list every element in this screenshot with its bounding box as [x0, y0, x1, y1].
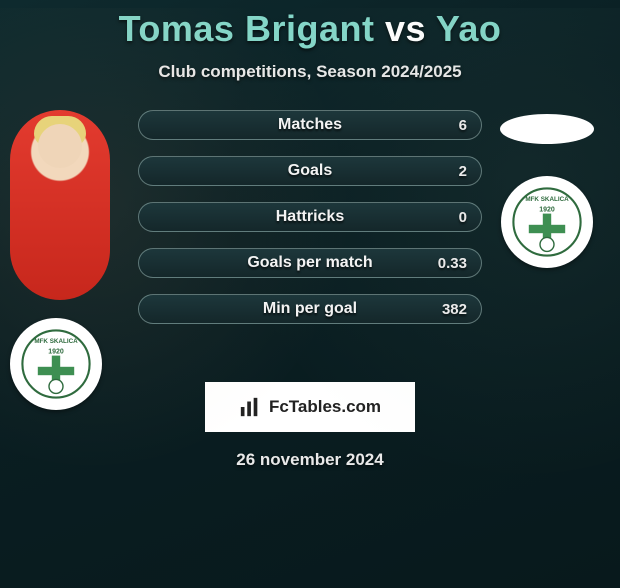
right-player-column: MFK SKALICA 1920: [492, 110, 602, 268]
right-club-badge: MFK SKALICA 1920: [501, 176, 593, 268]
title-right: Yao: [436, 8, 502, 49]
page-title: Tomas Brigant vs Yao: [0, 8, 620, 50]
stat-rows: Matches 6 Goals 2 Hattricks 0 Goals per …: [138, 110, 482, 324]
comparison-stage: MFK SKALICA 1920 MFK SKALICA 1920: [0, 110, 620, 324]
right-player-placeholder: [500, 114, 594, 144]
subtitle: Club competitions, Season 2024/2025: [0, 62, 620, 82]
stat-row: Goals per match 0.33: [138, 248, 482, 278]
stat-right-value: 0: [459, 209, 467, 226]
title-vs: vs: [374, 8, 435, 49]
left-club-badge: MFK SKALICA 1920: [10, 318, 102, 410]
stat-row: Min per goal 382: [138, 294, 482, 324]
left-player-portrait: [10, 110, 110, 300]
brand-label: FcTables.com: [269, 397, 381, 417]
stat-right-value: 2: [459, 163, 467, 180]
title-left: Tomas Brigant: [119, 8, 375, 49]
stat-right-value: 6: [459, 117, 467, 134]
stat-label: Goals: [139, 162, 481, 180]
footer-date: 26 november 2024: [0, 450, 620, 470]
stat-row: Matches 6: [138, 110, 482, 140]
shield-icon: MFK SKALICA 1920: [21, 329, 91, 399]
stat-row: Goals 2: [138, 156, 482, 186]
svg-text:MFK SKALICA: MFK SKALICA: [34, 338, 78, 345]
stat-right-value: 382: [442, 301, 467, 318]
svg-text:1920: 1920: [539, 207, 555, 214]
stat-row: Hattricks 0: [138, 202, 482, 232]
svg-text:1920: 1920: [48, 349, 64, 356]
shield-icon: MFK SKALICA 1920: [512, 187, 582, 257]
svg-text:MFK SKALICA: MFK SKALICA: [525, 196, 569, 203]
stat-label: Hattricks: [139, 208, 481, 226]
bar-chart-icon: [239, 396, 261, 418]
stat-right-value: 0.33: [438, 255, 467, 272]
brand-box: FcTables.com: [205, 382, 415, 432]
left-player-column: MFK SKALICA 1920: [10, 110, 120, 410]
stat-label: Matches: [139, 116, 481, 134]
stat-label: Min per goal: [139, 300, 481, 318]
stat-label: Goals per match: [139, 254, 481, 272]
